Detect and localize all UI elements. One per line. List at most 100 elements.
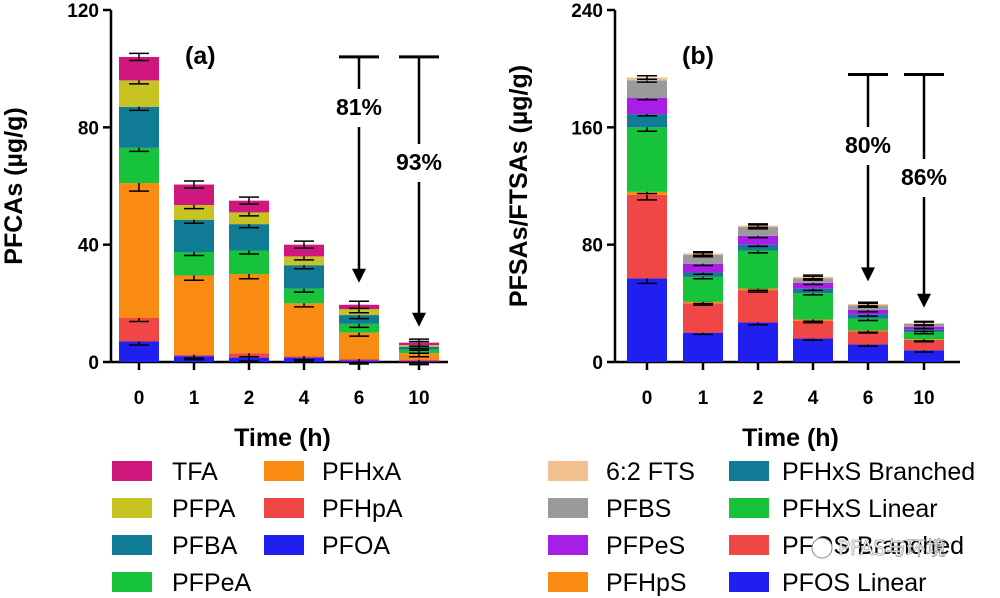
legend-swatch [548,572,588,592]
x-tick-label: 4 [808,388,819,409]
bar-segment [738,290,778,323]
chart-panel-a: 0 40 80 120 0 1 2 4 6 10 Time (h) PFCAs (µg/g) (a) 81… [0,1,448,452]
bar-segment [284,303,324,357]
x-tick-label: 1 [189,388,200,409]
bar-segment [174,184,214,206]
bar-segment [339,315,379,324]
x-tick-label: 2 [753,388,764,409]
bar-segment [627,127,667,192]
bar-segment [627,80,667,98]
bar-segment [229,212,269,225]
bar-segment [627,114,667,128]
legend-label: 6:2 FTS [606,458,695,486]
bar-segment [627,194,667,279]
legend-swatch [112,498,152,518]
chart-panel-b: 0 80 160 240 0 1 2 4 6 10 Time (h) PFSAs/FTSAs (µg/… [505,1,960,452]
x-tick-label: 6 [863,388,874,409]
bar-segment [738,322,778,362]
bar-segment [738,244,778,251]
bar-segment [174,219,214,252]
bar-segment [119,80,159,107]
x-axis-label: Time (h) [234,424,331,452]
x-tick-label: 6 [354,388,365,409]
bar-segment [119,56,159,81]
legend-swatch [729,498,769,518]
bar-segment [904,331,944,340]
legend-label: PFHxA [322,458,402,486]
legend-panel-a: TFA PFPA PFBA PFPeA PFHxA PFHpA PFOA [112,458,403,597]
x-axis-label: Time (h) [742,424,839,452]
bar-segment [848,318,888,331]
legend-label: PFPA [172,495,236,523]
bar-segment [683,332,723,362]
bar-segment [339,323,379,333]
y-tick-label: 120 [67,1,99,22]
y-tick-label: 0 [592,353,603,374]
bar-segment [904,350,944,362]
y-axis-label: PFCAs (µg/g) [0,107,28,264]
bar-segment [683,303,723,333]
legend-swatch [729,572,769,592]
bar-segment [174,275,214,355]
bar-segment [339,332,379,360]
legend-label: PFHxS Branched [782,458,975,486]
legend-swatch [548,498,588,518]
bar-segment [119,341,159,362]
legend-label: PFOS Linear [782,569,927,597]
x-tick-label: 10 [913,388,934,409]
y-axis-label: PFSAs/FTSAs (µg/g) [505,65,533,307]
reduction-arrow-head [352,268,366,283]
bar-segment [683,276,723,302]
reduction-percent-label: 93% [396,149,442,175]
reduction-arrow-head [412,312,426,327]
bar-segment [683,254,723,264]
bar-segment [793,338,833,362]
bar-segment [229,200,269,213]
bar-segment [793,320,833,339]
legend-label: PFPeA [172,569,252,597]
bar-segment [119,183,159,318]
x-tick-label: 4 [299,388,310,409]
bar-segment [793,282,833,289]
x-tick-label: 0 [134,388,145,409]
x-tick-label: 1 [698,388,709,409]
bar-segment [284,265,324,289]
bar-segment [627,98,667,115]
panel-label: (b) [682,42,714,70]
legend-label: PFBS [606,495,671,523]
watermark-text: PFAS与环境 [838,536,946,560]
bar-segment [793,293,833,320]
y-tick-label: 80 [78,118,99,139]
legend-swatch [729,461,769,481]
y-tick-label: 0 [88,353,99,374]
bar-segment [683,263,723,273]
reduction-arrow-head [917,293,931,308]
x-tick-label: 2 [244,388,255,409]
reduction-percent-label: 80% [845,132,891,158]
legend-swatch [548,535,588,555]
x-tick-label: 10 [408,388,429,409]
bar-segment [904,340,944,351]
y-tick-label: 40 [78,236,99,257]
legend-swatch [548,461,588,481]
legend-panel-b: 6:2 FTS PFBS PFPeS PFHpS PFHxS Branched PFHxS… [548,458,975,597]
legend-swatch [112,535,152,555]
legend-swatch [729,535,769,555]
bar-segment [284,256,324,266]
legend-swatch [112,572,152,592]
watermark: PFAS与环境 [811,536,946,560]
legend-swatch [264,498,304,518]
legend-swatch [264,461,304,481]
reduction-arrow-head [861,267,875,282]
bar-segment [229,250,269,274]
legend-label: PFHxS Linear [782,495,938,523]
y-tick-label: 160 [571,118,603,139]
y-tick-label: 240 [571,1,603,22]
bar-segment [119,106,159,148]
legend-label: TFA [172,458,218,486]
bar-segment [119,318,159,342]
reduction-percent-label: 86% [901,164,947,190]
panel-label: (a) [185,42,216,70]
bar-segment [627,278,667,362]
